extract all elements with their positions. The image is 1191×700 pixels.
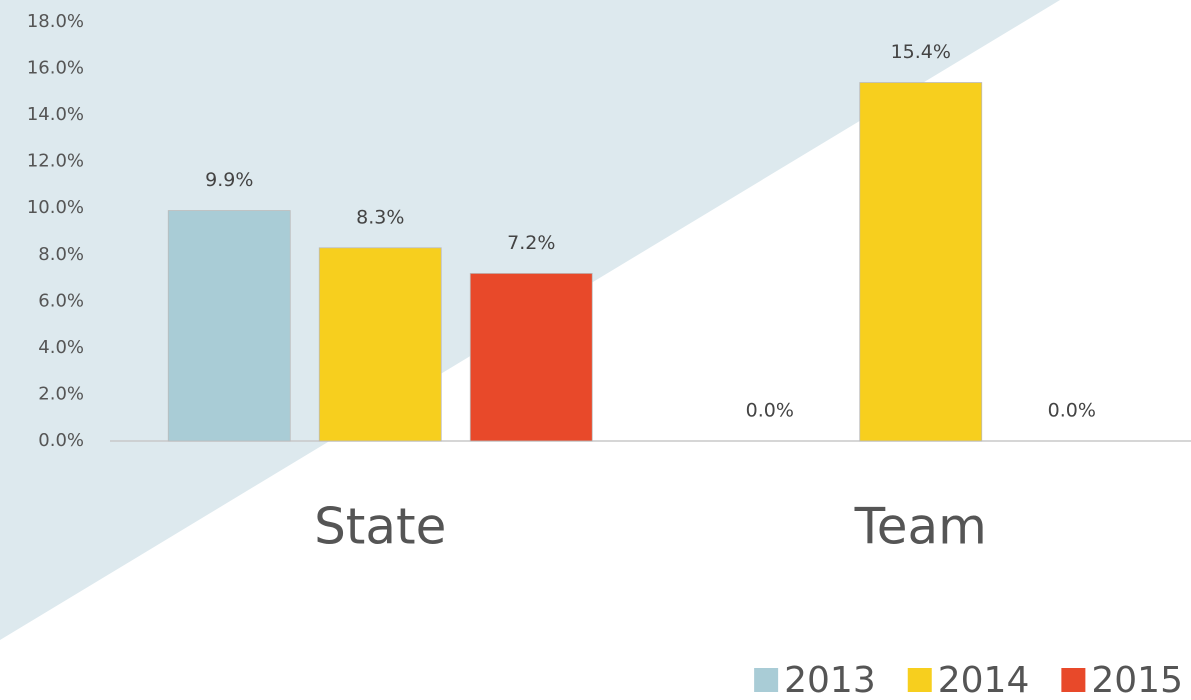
bar — [859, 82, 983, 442]
y-tick-label: 8.0% — [38, 244, 84, 265]
y-tick-label: 2.0% — [38, 383, 84, 404]
y-tick-label: 0.0% — [38, 430, 84, 451]
value-label: 7.2% — [507, 232, 555, 254]
bar — [167, 210, 291, 442]
y-tick-label: 16.0% — [27, 58, 84, 79]
value-label: 0.0% — [1048, 400, 1096, 422]
legend-label: 2013 — [784, 660, 876, 700]
y-tick-label: 4.0% — [38, 337, 84, 358]
legend-label: 2014 — [938, 660, 1030, 700]
legend-label: 2015 — [1091, 660, 1183, 700]
value-label: 0.0% — [746, 400, 794, 422]
value-label: 15.4% — [891, 41, 951, 63]
y-tick-label: 12.0% — [27, 151, 84, 172]
legend-swatch — [907, 668, 932, 692]
bar — [318, 247, 442, 442]
value-label: 8.3% — [356, 206, 404, 228]
category-label: Team — [854, 498, 987, 556]
bar — [469, 272, 593, 442]
category-label: State — [314, 498, 446, 556]
y-tick-label: 10.0% — [27, 197, 84, 218]
y-tick-label: 18.0% — [27, 11, 84, 32]
y-tick-label: 14.0% — [27, 104, 84, 125]
value-label: 9.9% — [205, 169, 253, 191]
legend-swatch — [1061, 668, 1086, 692]
legend-swatch — [754, 668, 779, 692]
y-tick-label: 6.0% — [38, 290, 84, 311]
